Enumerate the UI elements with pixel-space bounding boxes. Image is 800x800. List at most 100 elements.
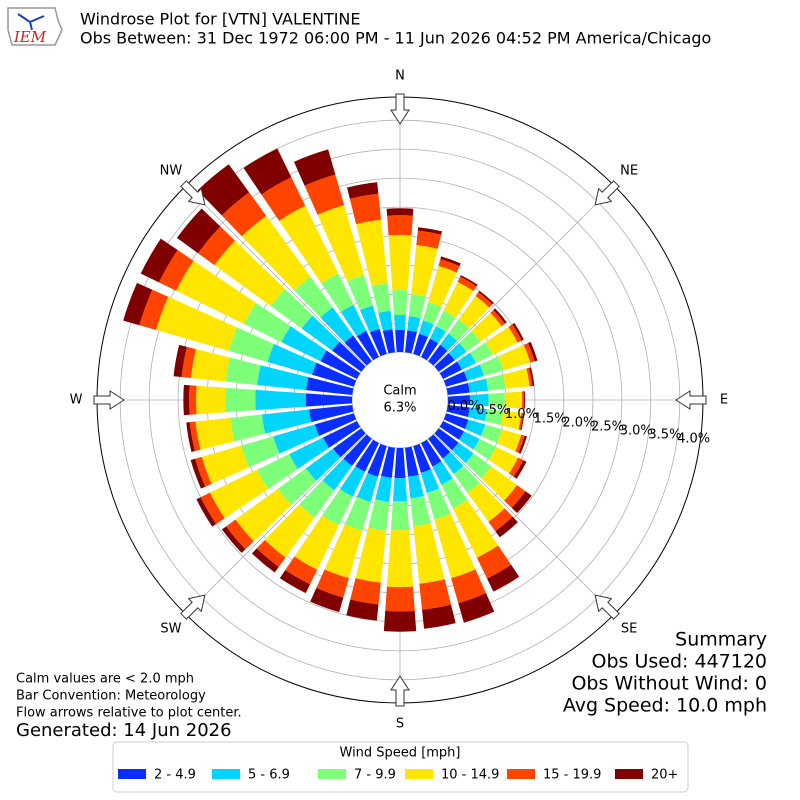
grid-ring (148, 148, 652, 652)
bar-segment (498, 344, 531, 371)
bar-segment (375, 475, 392, 502)
bar-segment (405, 446, 419, 477)
bar-segment (508, 457, 524, 477)
flow-arrow (390, 675, 410, 707)
bar-segment (500, 410, 522, 430)
bar-segment (200, 492, 225, 525)
legend-swatch (405, 769, 433, 779)
bar-segment (440, 333, 458, 351)
bar-segment (350, 578, 381, 605)
spoke (433, 433, 615, 615)
bar-segment (419, 579, 452, 610)
bar-segment (428, 265, 457, 307)
legend-swatch (212, 769, 240, 779)
bar-segment (322, 458, 353, 491)
bar-segment (273, 424, 320, 454)
bar-segment (429, 326, 446, 344)
bar-segment (518, 435, 527, 454)
bar-segment (413, 443, 431, 473)
bar-segment (496, 429, 522, 452)
bar-segment (411, 245, 438, 297)
bar-segment (371, 283, 391, 313)
bar-segment (418, 320, 434, 338)
bar-segment (523, 342, 535, 363)
r-tick-label: 2.5% (591, 419, 624, 434)
bar-segment (467, 482, 505, 522)
bar-segment (520, 412, 525, 431)
bar-segment (448, 319, 470, 341)
bar-segment (381, 446, 395, 478)
bar-segment (469, 393, 489, 407)
bar-segment (463, 364, 485, 381)
bar-segment (529, 367, 535, 387)
bar-segment (317, 205, 365, 281)
bar-segment (473, 438, 497, 460)
bar-segment (340, 304, 367, 337)
bar-segment (515, 434, 525, 453)
bar-segment (321, 489, 353, 526)
bar-segment (367, 443, 387, 477)
bar-segment (383, 610, 417, 632)
bar-segment (324, 524, 363, 579)
calm-value: 6.3% (383, 401, 416, 416)
bar-segment (426, 488, 451, 520)
legend-label: 2 - 4.9 (154, 768, 196, 783)
bar-segment (189, 421, 201, 452)
r-tick-label: 2.0% (562, 415, 595, 430)
bar-segment (176, 260, 256, 324)
bar-segment (173, 344, 187, 378)
bar-segment (442, 452, 464, 474)
bar-segment (512, 322, 524, 341)
summary: Obs Without Wind: 0 (571, 673, 767, 695)
bar-segment (176, 208, 221, 254)
bar-segment (448, 342, 467, 361)
bar-segment (186, 422, 195, 452)
bar-segment (446, 405, 470, 417)
bar-segment (440, 256, 461, 267)
bar-segment (410, 496, 431, 527)
bar-segment (189, 385, 197, 415)
bar-segment (408, 474, 424, 499)
bar-segment (476, 545, 512, 579)
direction-label: SE (621, 622, 637, 637)
bar-segment (467, 378, 489, 393)
flow-arrow (594, 594, 620, 620)
bar-segment (243, 148, 292, 195)
bar-segment (356, 472, 378, 502)
bar-segment (421, 338, 439, 361)
bar-segment (279, 569, 311, 594)
bar-segment (304, 174, 345, 215)
logo-outline (7, 7, 63, 46)
bar-segment (221, 192, 267, 237)
bar-segment (460, 275, 478, 287)
bar-segment (518, 412, 524, 430)
bar-segment (309, 405, 354, 423)
bar-segment (270, 288, 313, 329)
bar-segment (344, 335, 372, 366)
bar-segment (316, 569, 349, 598)
bar-segment (428, 434, 451, 459)
bar-segment (369, 328, 387, 357)
bar-segment (443, 371, 468, 387)
bar-segment (488, 508, 513, 532)
bar-segment (209, 469, 268, 519)
bar-segment (322, 421, 361, 448)
bar-segment (310, 587, 344, 613)
flow-arrow (390, 93, 410, 125)
bar-segment (264, 504, 315, 558)
bar-segment (368, 499, 390, 531)
flow-arrow (675, 390, 707, 410)
bar-segment (243, 302, 291, 343)
bar-segment (459, 431, 480, 450)
calm-label: Calm (383, 384, 416, 399)
bar-segment (481, 466, 518, 501)
bar-segment (434, 352, 455, 372)
bar-segment (123, 282, 153, 326)
bar-segment (378, 310, 393, 331)
bar-segment (413, 333, 429, 357)
bar-segment (305, 448, 341, 481)
bar-segment (251, 548, 279, 573)
bar-segment (420, 469, 440, 493)
generated: Generated: 14 Jun 2026 (16, 720, 232, 741)
